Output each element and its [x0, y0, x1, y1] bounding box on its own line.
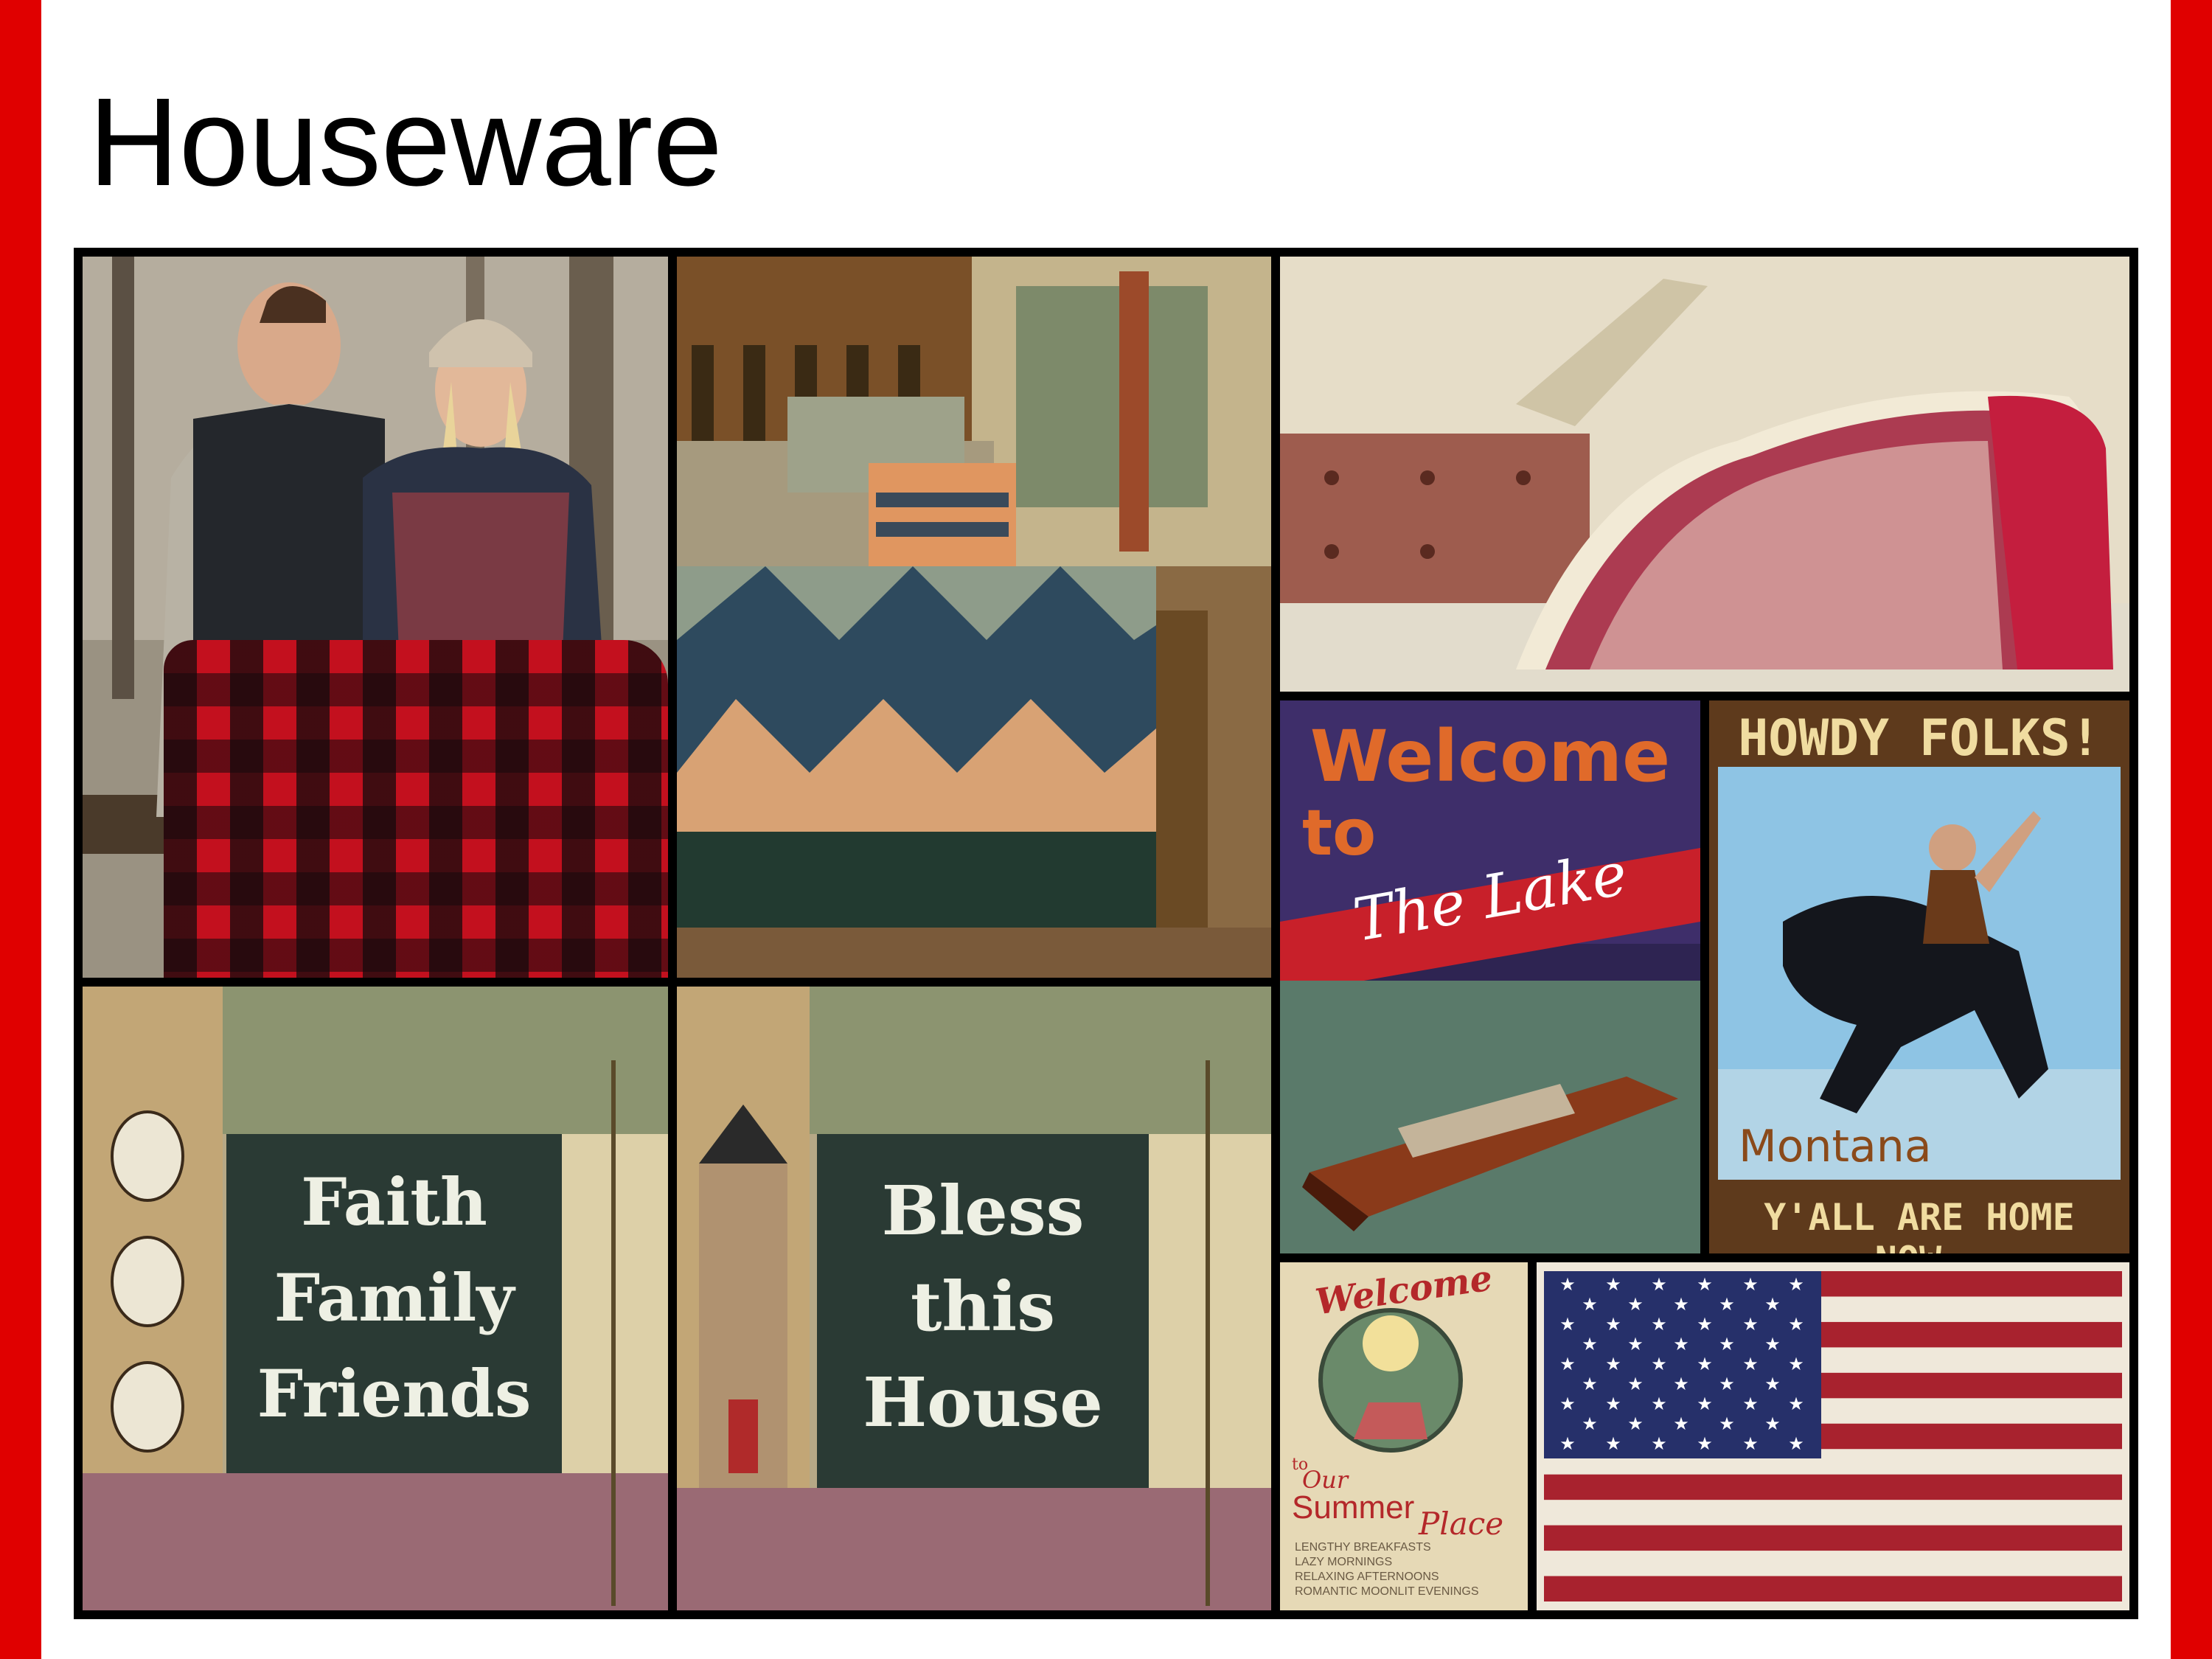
flag-star: ★	[1788, 1274, 1804, 1295]
flag-star: ★	[1651, 1354, 1667, 1374]
left-red-border	[0, 0, 41, 1659]
flag-star: ★	[1742, 1433, 1759, 1454]
flag-star: ★	[1697, 1354, 1713, 1374]
flag-star: ★	[1605, 1354, 1621, 1374]
flag-star: ★	[1719, 1294, 1735, 1315]
flag-star: ★	[1651, 1433, 1667, 1454]
flag-star: ★	[1764, 1374, 1781, 1394]
summer-sign-detail1: LENGTHY BREAKFASTS	[1295, 1541, 1431, 1554]
flag-star: ★	[1627, 1413, 1644, 1434]
flag-star: ★	[1605, 1433, 1621, 1454]
flag-star: ★	[1742, 1354, 1759, 1374]
flag-star: ★	[1627, 1374, 1644, 1394]
slide-title: Houseware	[88, 72, 723, 212]
flag-star: ★	[1651, 1314, 1667, 1335]
flag-star: ★	[1788, 1433, 1804, 1454]
flag-star: ★	[1582, 1374, 1598, 1394]
flag-star: ★	[1559, 1274, 1576, 1295]
flag-star: ★	[1764, 1294, 1781, 1315]
bless-this-house-mat: Bless this House	[677, 987, 1271, 1610]
flag-star: ★	[1697, 1394, 1713, 1414]
flag-star: ★	[1697, 1274, 1713, 1295]
flag-star: ★	[1788, 1314, 1804, 1335]
flag-star: ★	[1697, 1433, 1713, 1454]
american-flag-icon: ★ ★ ★ ★ ★ ★★ ★ ★ ★ ★★ ★ ★ ★ ★ ★★ ★ ★ ★ ★★ ★ ★ ★ ★ ★★ ★ ★ ★ ★★ ★ ★ ★ ★ ★★…	[1537, 1262, 2129, 1610]
flag-star: ★	[1719, 1413, 1735, 1434]
flag-star: ★	[1559, 1433, 1576, 1454]
flag-star: ★	[1764, 1413, 1781, 1434]
welcome-to-the-lake-sign: Welcome to The Lake	[1280, 700, 1700, 1253]
flag-star: ★	[1719, 1334, 1735, 1354]
couple-plaid-blanket-photo	[83, 257, 668, 978]
flag-star: ★	[1764, 1334, 1781, 1354]
american-flag-sign: ★ ★ ★ ★ ★ ★ ★ ★ ★ ★ ★ ★ ★ ★ ★ ★ ★ ★ ★ ★ ★ ★ ★ ★ ★ ★ ★ ★ ★ ★ ★ ★ ★ ★ ★ ★ ★ ★ ★ ★…	[1537, 1262, 2129, 1610]
flag-star: ★	[1627, 1294, 1644, 1315]
faith-family-friends-mat: Faith Family Friends	[83, 987, 668, 1610]
flag-star: ★	[1627, 1334, 1644, 1354]
flag-star: ★	[1697, 1314, 1713, 1335]
summer-place-sign: Welcome to Our Summer Place LENGTHY BREA…	[1280, 1262, 1528, 1610]
flag-star: ★	[1559, 1394, 1576, 1414]
flag-star: ★	[1673, 1334, 1689, 1354]
flag-stripe	[1544, 1576, 2122, 1601]
summer-sign-line5: Place	[1419, 1506, 1504, 1542]
flag-star: ★	[1742, 1394, 1759, 1414]
summer-sign-detail4: ROMANTIC MOONLIT EVENINGS	[1295, 1585, 1479, 1598]
flag-star: ★	[1582, 1294, 1598, 1315]
buffalo-plaid-blanket	[164, 640, 668, 978]
bless-mat-panel	[817, 1134, 1149, 1488]
flag-star: ★	[1719, 1374, 1735, 1394]
bless-mat-line1: Bless	[881, 1171, 1085, 1251]
flag-star: ★	[1582, 1334, 1598, 1354]
flag-star: ★	[1605, 1274, 1621, 1295]
summer-sign-detail2: LAZY MORNINGS	[1295, 1556, 1393, 1568]
lake-sign-line1: Welcome	[1310, 715, 1671, 798]
summer-sign-line2: to	[1292, 1455, 1309, 1474]
flag-star: ★	[1605, 1394, 1621, 1414]
bless-mat-line2: this	[910, 1267, 1056, 1346]
summer-sign-detail3: RELAXING AFTERNOONS	[1295, 1571, 1439, 1583]
bless-mat-line3: House	[863, 1363, 1103, 1442]
faith-mat-panel	[226, 1134, 562, 1473]
flag-star: ★	[1651, 1394, 1667, 1414]
red-throw-blanket-photo	[1280, 257, 2129, 692]
lake-sign-line2: to	[1302, 796, 1377, 870]
flag-star: ★	[1559, 1314, 1576, 1335]
montana-sign-top: HOWDY FOLKS!	[1738, 709, 2101, 768]
right-red-border	[2171, 0, 2212, 1659]
flag-stripe	[1544, 1525, 2122, 1551]
flag-star: ★	[1788, 1354, 1804, 1374]
howdy-folks-montana-sign: HOWDY FOLKS! Montana Y'ALL ARE HOME NOW.	[1709, 700, 2129, 1253]
faith-mat-line3: Friends	[257, 1355, 532, 1432]
flag-star: ★	[1605, 1314, 1621, 1335]
image-collage: Welcome to The Lake HOWDY FOLKS! Montana…	[74, 248, 2138, 1619]
flag-stripe	[1544, 1474, 2122, 1500]
flag-star: ★	[1559, 1354, 1576, 1374]
flag-star: ★	[1673, 1294, 1689, 1315]
faith-mat-line2: Family	[274, 1259, 515, 1336]
rustic-bed-photo	[677, 257, 1271, 978]
montana-sign-place: Montana	[1739, 1121, 1932, 1172]
flag-star: ★	[1742, 1274, 1759, 1295]
flag-star: ★	[1788, 1394, 1804, 1414]
montana-sign-bottom: Y'ALL ARE HOME NOW.	[1764, 1196, 2075, 1253]
flag-star: ★	[1742, 1314, 1759, 1335]
faith-mat-line1: Faith	[301, 1164, 487, 1240]
flag-star: ★	[1582, 1413, 1598, 1434]
flag-star: ★	[1651, 1274, 1667, 1295]
summer-sign-line3: Our	[1302, 1466, 1349, 1494]
flag-star: ★	[1673, 1413, 1689, 1434]
flag-star: ★	[1673, 1374, 1689, 1394]
summer-sign-line4: Summer	[1292, 1489, 1415, 1526]
